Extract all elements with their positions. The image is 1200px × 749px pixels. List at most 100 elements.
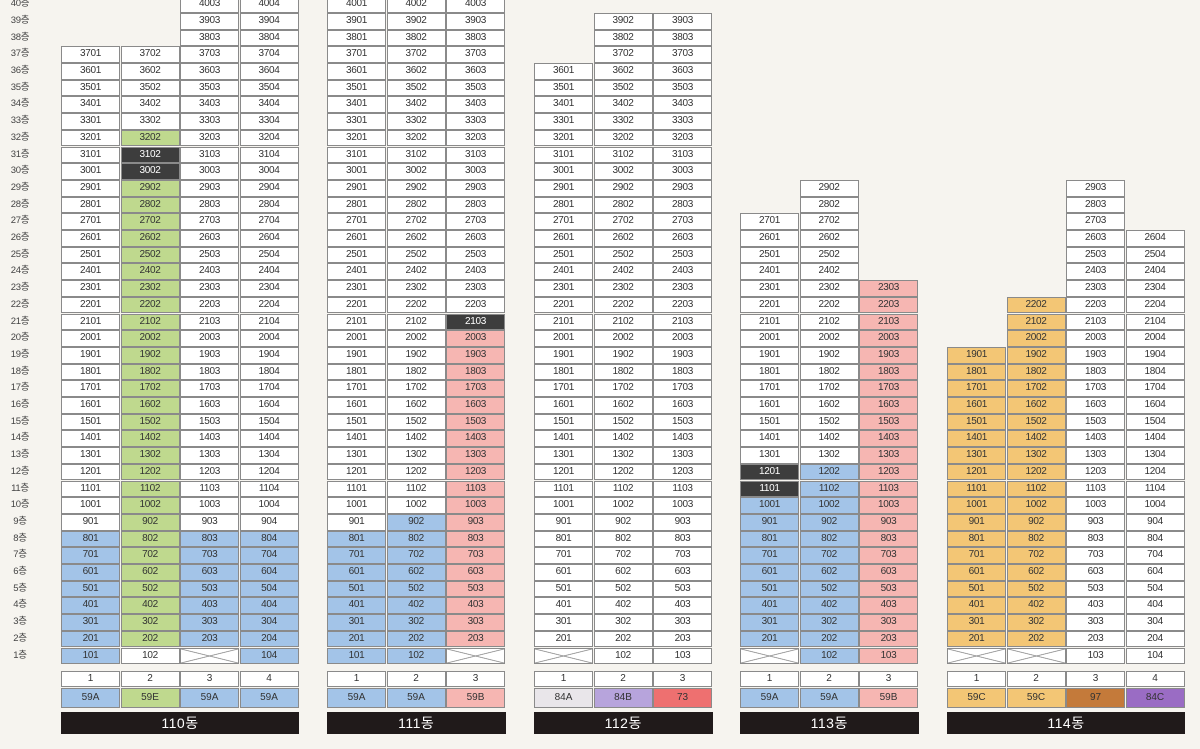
unit-cell: 201 bbox=[61, 630, 120, 648]
unit-cell: 401 bbox=[327, 597, 386, 615]
unit-type: 97 bbox=[1066, 688, 1125, 708]
unit-cell: 201 bbox=[947, 630, 1006, 648]
line-number: 1 bbox=[327, 671, 386, 687]
unit-cell: 2102 bbox=[593, 313, 653, 331]
unit-cell: 3403 bbox=[653, 96, 712, 114]
unit-cell bbox=[947, 647, 1006, 665]
unit-cell: 702 bbox=[386, 547, 446, 564]
floor-label: 22층 bbox=[10, 298, 30, 310]
unit-cell: 2002 bbox=[386, 330, 446, 347]
unit-cell: 303 bbox=[859, 614, 918, 631]
unit-cell: 2402 bbox=[386, 263, 446, 281]
unit-cell: 401 bbox=[947, 597, 1006, 615]
floor-label: 24층 bbox=[10, 265, 30, 277]
floor-label: 17층 bbox=[10, 382, 30, 394]
unit-cell: 1403 bbox=[859, 430, 918, 448]
unit-cell: 2602 bbox=[386, 230, 446, 247]
unit-cell: 1902 bbox=[120, 346, 180, 364]
unit-cell: 3702 bbox=[120, 46, 180, 63]
unit-cell: 901 bbox=[947, 513, 1006, 531]
unit-cell: 203 bbox=[1066, 630, 1125, 648]
unit-cell: 1403 bbox=[446, 430, 505, 448]
unit-cell: 3401 bbox=[534, 96, 593, 114]
unit-cell: 1801 bbox=[534, 363, 593, 381]
unit-cell: 3902 bbox=[386, 12, 446, 30]
unit-cell: 1103 bbox=[859, 480, 918, 498]
unit-cell: 802 bbox=[1006, 530, 1066, 548]
unit-cell: 1401 bbox=[61, 430, 120, 448]
unit-cell: 1801 bbox=[327, 363, 386, 381]
unit-cell: 2702 bbox=[799, 213, 859, 230]
unit-cell: 2103 bbox=[1066, 313, 1125, 331]
unit-cell: 2404 bbox=[239, 263, 299, 281]
unit-cell: 703 bbox=[1066, 547, 1125, 564]
unit-cell: 2303 bbox=[1066, 280, 1125, 297]
unit-cell: 1302 bbox=[1006, 447, 1066, 464]
unit-cell: 1301 bbox=[534, 447, 593, 464]
unit-cell: 1302 bbox=[593, 447, 653, 464]
floor-label: 39층 bbox=[10, 14, 30, 26]
unit-cell: 501 bbox=[327, 580, 386, 598]
unit-cell: 2601 bbox=[740, 230, 799, 247]
unit-cell: 1703 bbox=[180, 380, 239, 397]
floor-label: 38층 bbox=[10, 31, 30, 43]
floor-label: 14층 bbox=[10, 432, 30, 444]
unit-cell: 2203 bbox=[1066, 296, 1125, 314]
unit-cell: 3402 bbox=[120, 96, 180, 114]
unit-cell: 1103 bbox=[653, 480, 712, 498]
floor-label: 40층 bbox=[10, 0, 30, 10]
unit-cell: 1201 bbox=[327, 463, 386, 481]
unit-cell: 2201 bbox=[740, 296, 799, 314]
unit-cell: 2803 bbox=[1066, 196, 1125, 214]
unit-cell: 2303 bbox=[653, 280, 712, 297]
unit-cell: 1403 bbox=[1066, 430, 1125, 448]
unit-cell: 2603 bbox=[180, 230, 239, 247]
unit-cell: 1903 bbox=[859, 346, 918, 364]
unit-cell: 2504 bbox=[1125, 246, 1185, 264]
unit-cell: 1101 bbox=[327, 480, 386, 498]
floor-label: 18층 bbox=[10, 365, 30, 377]
unit-cell: 2502 bbox=[799, 246, 859, 264]
unit-cell: 503 bbox=[446, 580, 505, 598]
unit-cell: 3501 bbox=[327, 79, 386, 97]
unit-cell: 202 bbox=[1006, 630, 1066, 648]
unit-cell: 3302 bbox=[386, 113, 446, 130]
unit-cell: 1502 bbox=[120, 413, 180, 431]
unit-cell: 703 bbox=[859, 547, 918, 564]
unit-cell: 602 bbox=[799, 564, 859, 581]
unit-cell: 1001 bbox=[740, 497, 799, 514]
unit-cell: 401 bbox=[534, 597, 593, 615]
unit-cell: 203 bbox=[653, 630, 712, 648]
unit-cell: 1202 bbox=[799, 463, 859, 481]
unit-type: 59A bbox=[327, 688, 386, 708]
unit-cell: 1204 bbox=[1125, 463, 1185, 481]
unit-cell: 3203 bbox=[653, 129, 712, 147]
unit-cell: 3302 bbox=[120, 113, 180, 130]
unit-cell: 603 bbox=[1066, 564, 1125, 581]
unit-cell: 401 bbox=[61, 597, 120, 615]
unit-cell: 203 bbox=[180, 630, 239, 648]
unit-cell: 801 bbox=[947, 530, 1006, 548]
unit-cell: 4003 bbox=[446, 0, 505, 13]
unit-cell: 704 bbox=[239, 547, 299, 564]
unit-cell: 2202 bbox=[120, 296, 180, 314]
unit-cell: 2401 bbox=[534, 263, 593, 281]
unit-cell: 303 bbox=[1066, 614, 1125, 631]
unit-cell: 904 bbox=[239, 513, 299, 531]
unit-cell: 3701 bbox=[327, 46, 386, 63]
unit-cell: 3402 bbox=[593, 96, 653, 114]
unit-cell: 301 bbox=[327, 614, 386, 631]
unit-cell: 1703 bbox=[859, 380, 918, 397]
unit-cell: 1201 bbox=[61, 463, 120, 481]
unit-cell: 3703 bbox=[446, 46, 505, 63]
unit-cell: 1002 bbox=[386, 497, 446, 514]
unit-cell: 1604 bbox=[1125, 397, 1185, 414]
unit-cell: 1602 bbox=[799, 397, 859, 414]
unit-cell: 3102 bbox=[120, 146, 180, 164]
unit-cell: 2603 bbox=[446, 230, 505, 247]
unit-cell: 3102 bbox=[386, 146, 446, 164]
unit-cell: 1402 bbox=[120, 430, 180, 448]
unit-cell: 1002 bbox=[593, 497, 653, 514]
unit-cell: 2802 bbox=[386, 196, 446, 214]
unit-cell: 2503 bbox=[180, 246, 239, 264]
